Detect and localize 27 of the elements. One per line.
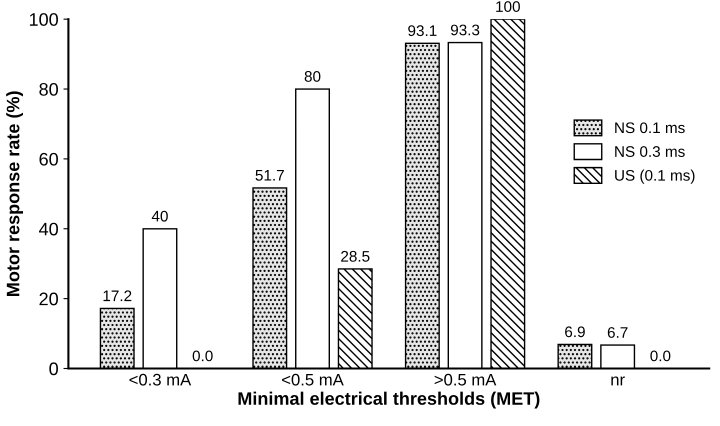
legend-label: NS 0.1 ms	[615, 122, 685, 134]
data-label: 6.9	[565, 326, 585, 338]
data-label: 28.5	[341, 250, 370, 262]
data-label: 100	[496, 1, 520, 12]
y-axis-title: Motor response rate (%)	[6, 91, 23, 296]
legend-label: NS 0.3 ms	[615, 146, 685, 157]
data-label: 17.2	[104, 290, 132, 302]
data-label: 51.7	[256, 170, 284, 181]
data-label: 0.0	[650, 350, 670, 362]
data-label: 80	[304, 71, 320, 82]
legend-label: US (0.1 ms)	[615, 170, 695, 184]
data-label: 0.0	[192, 350, 213, 362]
y-tick-label: 20	[40, 292, 58, 306]
data-label: 40	[152, 210, 168, 222]
y-tick-label: 40	[39, 222, 58, 236]
data-label: 93.3	[450, 24, 480, 36]
x-tick-label: <0.3 mA	[130, 374, 192, 386]
x-tick-label: nr	[611, 376, 625, 386]
y-tick-label: 80	[39, 82, 58, 96]
data-label: 6.7	[608, 327, 628, 338]
data-label: 93.1	[408, 25, 436, 36]
y-tick-label: 0	[49, 362, 58, 376]
y-tick-label: 100	[30, 13, 58, 26]
x-axis-title: Minimal electrical thresholds (MET)	[238, 392, 540, 408]
y-tick-label: 60	[40, 152, 58, 166]
x-tick-label: >0.5 mA	[434, 374, 496, 386]
x-tick-label: <0.5 mA	[282, 374, 344, 386]
